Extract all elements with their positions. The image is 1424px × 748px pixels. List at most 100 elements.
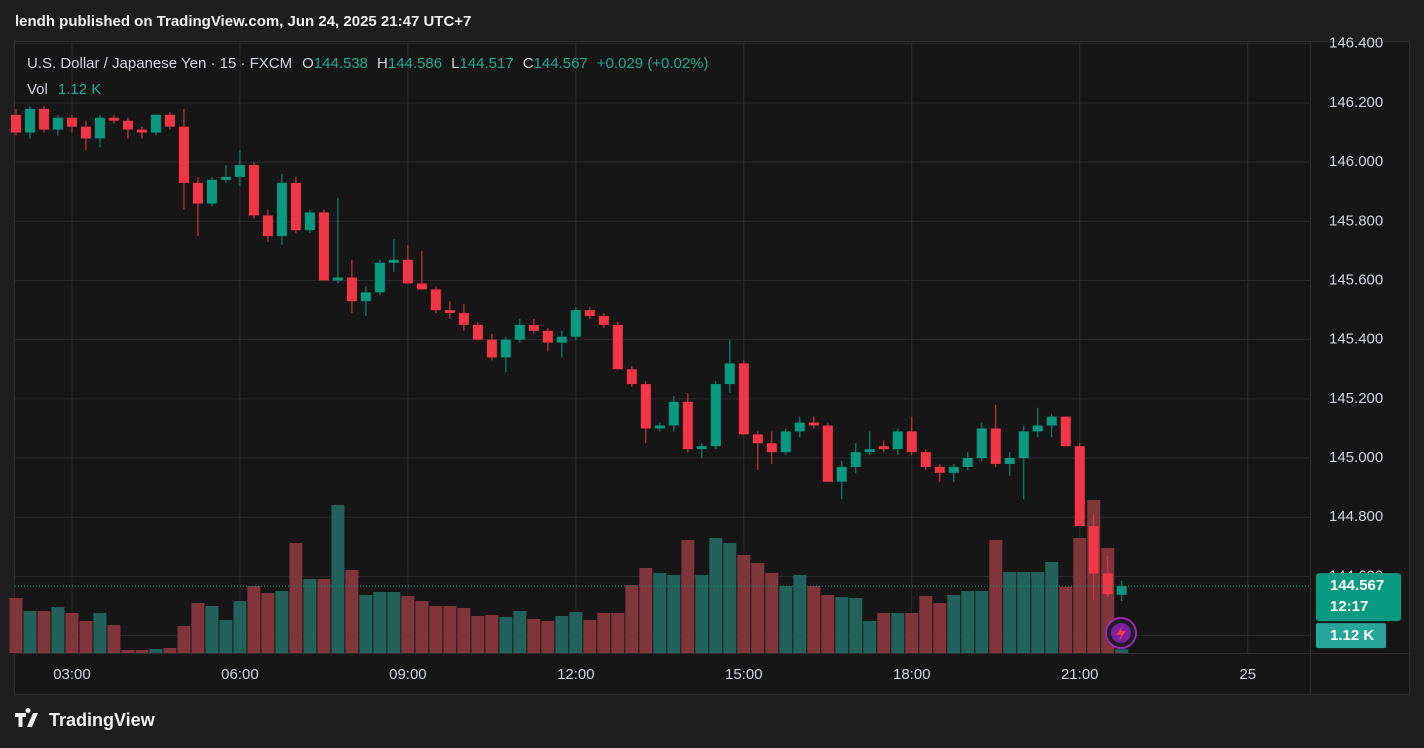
volume-bar	[191, 603, 205, 653]
candle-body	[570, 310, 581, 337]
candle-body	[1046, 416, 1057, 426]
candle-body	[136, 129, 147, 133]
price-tick-label: 145.200	[1329, 390, 1383, 407]
volume-bar	[527, 619, 541, 653]
volume-bar	[163, 648, 177, 653]
candle-body	[514, 324, 525, 340]
volume-bar	[877, 613, 891, 653]
candle-body	[780, 431, 791, 453]
volume-bar	[891, 613, 905, 653]
volume-bar	[499, 617, 513, 653]
candle-body	[822, 425, 833, 482]
volume-bar	[737, 555, 751, 653]
candle-body	[500, 339, 511, 358]
time-tick-label: 06:00	[221, 666, 259, 683]
volume-bar	[149, 649, 163, 653]
candle-body	[1102, 573, 1113, 595]
legend-value: 144.586	[388, 55, 442, 72]
legend-value: 144.517	[459, 55, 513, 72]
candle-body	[262, 215, 273, 237]
candle-body	[416, 283, 427, 290]
candle-body	[178, 126, 189, 183]
volume-bar	[65, 613, 79, 653]
candle-body	[1018, 431, 1029, 459]
candle-body	[108, 117, 119, 121]
candle-body	[192, 182, 203, 204]
time-tick-label: 09:00	[389, 666, 427, 683]
candle-body	[934, 466, 945, 473]
candle-body	[710, 384, 721, 447]
candle-body	[52, 117, 63, 130]
volume-bar	[681, 540, 695, 653]
alert-icon-bolt[interactable]	[1116, 625, 1126, 641]
volume-bar	[275, 591, 289, 653]
volume-bar	[849, 598, 863, 653]
legend-symbol: U.S. Dollar / Japanese Yen · 15 · FXCM	[27, 55, 292, 72]
candle-body	[556, 336, 567, 343]
countdown-label: 12:17	[1330, 598, 1368, 615]
volume-bar	[555, 616, 569, 653]
volume-bar	[177, 626, 191, 653]
volume-bar	[135, 650, 149, 653]
brand[interactable]: TradingView	[15, 708, 156, 730]
candle-body	[1032, 425, 1043, 432]
volume-bar	[429, 606, 443, 653]
price-tick-label: 145.800	[1329, 212, 1383, 229]
volume-bar	[443, 606, 457, 653]
price-tick-label: 145.600	[1329, 271, 1383, 288]
candle-body	[486, 339, 497, 358]
volume-legend: Vol 1.12 K	[27, 81, 101, 98]
price-tick-label: 146.200	[1329, 94, 1383, 111]
candle-body	[10, 114, 21, 133]
volume-bar	[863, 621, 877, 653]
candle-body	[430, 289, 441, 311]
volume-bar	[583, 620, 597, 653]
candle-body	[626, 369, 637, 385]
volume-bar	[219, 620, 233, 653]
price-tick-label: 146.000	[1329, 153, 1383, 170]
volume-bar	[695, 575, 709, 653]
volume-bar	[1017, 572, 1031, 653]
volume-bar	[1031, 572, 1045, 653]
candle-body	[234, 165, 245, 177]
candle-body	[542, 330, 553, 343]
price-tick-label: 145.000	[1329, 449, 1383, 466]
alert-icon[interactable]	[1105, 617, 1137, 649]
volume-bar	[919, 596, 933, 653]
legend-change: +0.029 (+0.02%)	[597, 55, 709, 72]
legend-key: O	[302, 55, 314, 72]
volume-bar	[807, 586, 821, 653]
volume-bar	[79, 621, 93, 653]
candle-body	[360, 292, 371, 302]
candle-body	[738, 363, 749, 435]
volume-bar	[513, 611, 527, 653]
volume-bar	[233, 601, 247, 653]
candle-body	[332, 277, 343, 281]
volume-bar	[247, 586, 261, 653]
legend-key: H	[377, 55, 388, 72]
volume-bar	[401, 596, 415, 653]
candle-body	[164, 114, 175, 127]
volume-bar	[835, 597, 849, 653]
time-tick-label: 15:00	[725, 666, 763, 683]
candle-body	[80, 126, 91, 139]
candle-body	[766, 443, 777, 453]
volume-bar	[303, 579, 317, 653]
candle-body	[948, 466, 959, 473]
volume-bar	[975, 591, 989, 653]
brand-name[interactable]: TradingView	[49, 710, 156, 730]
volume-bar	[205, 606, 219, 653]
volume-bar	[947, 595, 961, 653]
brand-logo[interactable]	[15, 708, 38, 727]
legend-line: U.S. Dollar / Japanese Yen · 15 · FXCM O 1…	[27, 55, 709, 72]
candle-body	[66, 117, 77, 127]
last-price-box	[1316, 573, 1401, 622]
candle-body	[374, 262, 385, 293]
volume-bar	[709, 538, 723, 653]
volume-bar	[457, 608, 471, 653]
volume-bar	[1115, 649, 1129, 653]
volume-bar	[37, 611, 51, 653]
volume-bar	[9, 598, 23, 653]
candle-body	[276, 182, 287, 237]
